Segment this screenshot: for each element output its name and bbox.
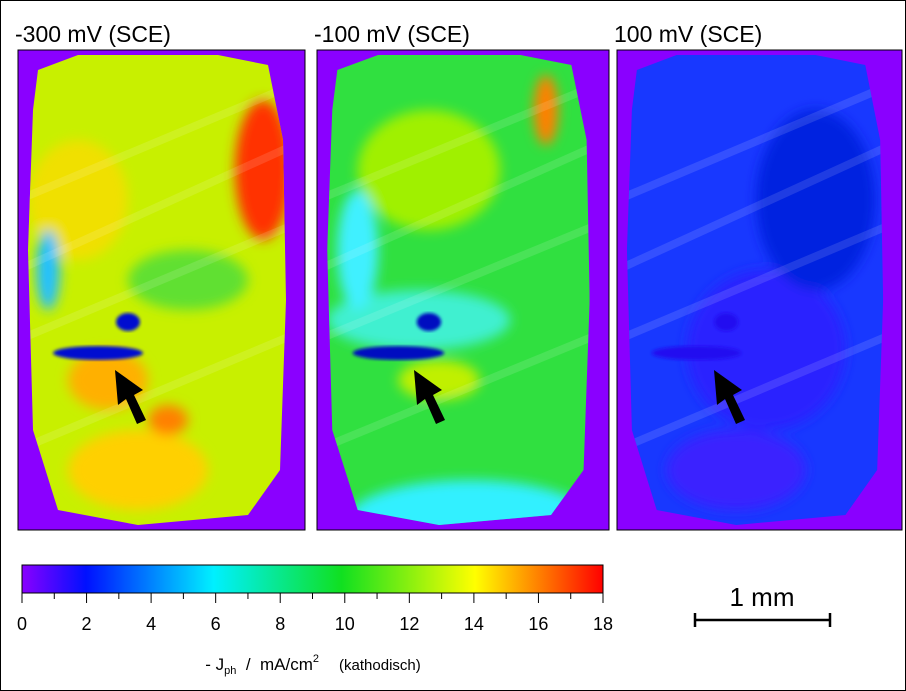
colorbar-tick-label: 12	[399, 614, 419, 634]
panel-title: -100 mV (SCE)	[314, 21, 470, 47]
map-region	[666, 430, 806, 510]
map-crack	[53, 346, 143, 360]
colorbar-tick-label: 14	[464, 614, 484, 634]
panel-border	[17, 49, 306, 531]
panel-border	[616, 49, 903, 531]
panel-title: -300 mV (SCE)	[15, 21, 171, 47]
colorbar-tick-label: 0	[17, 614, 27, 634]
arrow	[714, 370, 745, 424]
map-region	[756, 110, 876, 290]
colorbar-tick-label: 10	[335, 614, 355, 634]
map-region	[148, 405, 188, 435]
map-blobs	[28, 100, 286, 510]
specimen-map	[626, 55, 884, 525]
colorbar-label: - Jph / mA/cm2 (kathodisch)	[205, 653, 420, 677]
map-region	[36, 230, 60, 310]
colorbar-tick-label: 18	[593, 614, 613, 634]
map-region	[28, 140, 128, 260]
colorbar-tick-label: 16	[528, 614, 548, 634]
colorbar-tick-label: 2	[82, 614, 92, 634]
map-region	[357, 110, 501, 230]
map-stripes	[327, 76, 590, 454]
colorbar-tick-label: 4	[146, 614, 156, 634]
specimen-map	[327, 55, 590, 525]
map-pit	[116, 313, 140, 331]
map-region	[533, 75, 559, 145]
map-region	[128, 250, 248, 310]
map-region	[347, 480, 590, 525]
map-stripes	[626, 76, 884, 454]
panel-title: 100 mV (SCE)	[614, 21, 762, 47]
arrow	[414, 370, 445, 424]
arrow	[115, 370, 146, 424]
map-stripes	[28, 76, 286, 454]
specimen-map	[28, 55, 286, 525]
map-region	[235, 100, 286, 240]
scale-bar-label: 1 mm	[730, 582, 795, 612]
map-crack	[651, 346, 742, 360]
map-region	[398, 360, 480, 400]
panel-border	[316, 49, 610, 531]
map-region	[337, 190, 379, 310]
map-pit	[714, 313, 739, 331]
map-pit	[416, 313, 442, 331]
map-region	[68, 430, 208, 510]
colorbar	[21, 564, 604, 594]
map-crack	[352, 346, 445, 360]
colorbar-tick-label: 8	[275, 614, 285, 634]
colorbar-tick-label: 6	[211, 614, 221, 634]
